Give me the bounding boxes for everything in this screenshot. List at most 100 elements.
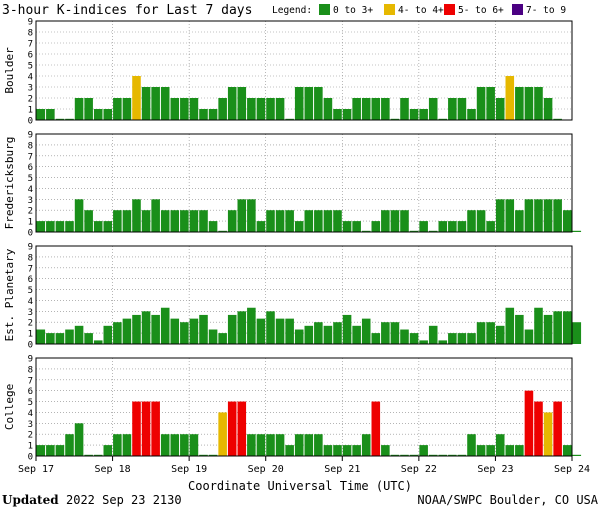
bar: [400, 329, 409, 344]
bar: [409, 454, 419, 456]
bar: [113, 434, 122, 456]
bar: [438, 118, 448, 120]
bar: [122, 434, 132, 456]
bar: [495, 98, 505, 120]
bar: [543, 314, 553, 344]
bar: [352, 221, 361, 232]
bar: [476, 322, 486, 344]
y-tick-label: 1: [28, 106, 33, 116]
bar: [495, 325, 505, 344]
bar: [400, 454, 409, 456]
bar: [237, 87, 247, 120]
bar: [428, 98, 438, 120]
bar: [170, 434, 180, 456]
bar: [170, 318, 180, 344]
bar: [189, 210, 199, 232]
bar: [553, 199, 562, 232]
bar: [208, 221, 218, 232]
bar: [419, 340, 428, 344]
bar: [390, 118, 400, 120]
bar: [486, 445, 495, 456]
y-tick-label: 6: [28, 163, 33, 173]
bar: [448, 221, 457, 232]
bar: [218, 333, 227, 344]
bar: [505, 445, 515, 456]
bar: [333, 210, 342, 232]
bar: [534, 199, 543, 232]
y-tick-label: 1: [28, 442, 33, 452]
bar: [237, 311, 247, 344]
bar: [285, 445, 294, 456]
bar: [409, 333, 419, 344]
bar: [122, 98, 132, 120]
bar: [448, 333, 457, 344]
bar: [543, 199, 553, 232]
bar: [55, 333, 65, 344]
bar: [572, 230, 582, 232]
x-tick-label: Sep 20: [248, 464, 284, 475]
bar: [218, 230, 227, 232]
legend-label: Legend:: [272, 5, 312, 16]
updated-label: Updated: [2, 493, 59, 507]
bar: [515, 87, 524, 120]
bar: [467, 434, 476, 456]
y-tick-label: 5: [28, 398, 33, 408]
bar: [515, 210, 524, 232]
bar: [247, 98, 256, 120]
bar: [438, 454, 448, 456]
bar: [515, 314, 524, 344]
bar: [103, 325, 113, 344]
bar: [438, 340, 448, 344]
legend: 0 to 3+ 4- to 4+ 5- to 6+ 7- to 9: [319, 4, 566, 16]
bar: [36, 329, 46, 344]
bar: [84, 333, 93, 344]
bar: [74, 199, 84, 232]
bar: [572, 454, 582, 456]
bar: [266, 98, 275, 120]
bar: [457, 333, 467, 344]
bar: [352, 325, 361, 344]
legend-entry-2: 4- to 4+: [398, 5, 444, 16]
y-tick-label: 9: [28, 131, 33, 141]
bar: [46, 221, 55, 232]
bar: [562, 311, 572, 344]
bar: [524, 199, 534, 232]
bar: [208, 454, 218, 456]
bar: [457, 454, 467, 456]
bar: [132, 199, 141, 232]
bar: [323, 445, 333, 456]
bar: [256, 434, 266, 456]
bar: [314, 434, 323, 456]
bar: [266, 311, 275, 344]
bar: [247, 199, 256, 232]
bar: [553, 118, 562, 120]
y-tick-label: 3: [28, 196, 33, 206]
y-tick-label: 0: [28, 453, 33, 463]
bar: [36, 445, 46, 456]
bar: [227, 87, 237, 120]
panel-border: [35, 357, 573, 457]
bar: [515, 445, 524, 456]
legend-swatch-3: [444, 4, 455, 15]
bar: [237, 401, 247, 456]
bar: [486, 87, 495, 120]
bar: [562, 210, 572, 232]
bar: [189, 318, 199, 344]
bar: [122, 210, 132, 232]
bar: [93, 454, 103, 456]
bar: [160, 87, 170, 120]
bar: [323, 325, 333, 344]
bar: [84, 454, 93, 456]
bar: [333, 322, 342, 344]
bar: [93, 340, 103, 344]
bar: [275, 98, 285, 120]
legend-swatch-2: [384, 4, 395, 15]
bar: [294, 329, 304, 344]
bar: [199, 454, 208, 456]
bar: [543, 98, 553, 120]
bar: [467, 109, 476, 120]
bar: [400, 210, 409, 232]
bar: [55, 118, 65, 120]
bar: [160, 307, 170, 344]
